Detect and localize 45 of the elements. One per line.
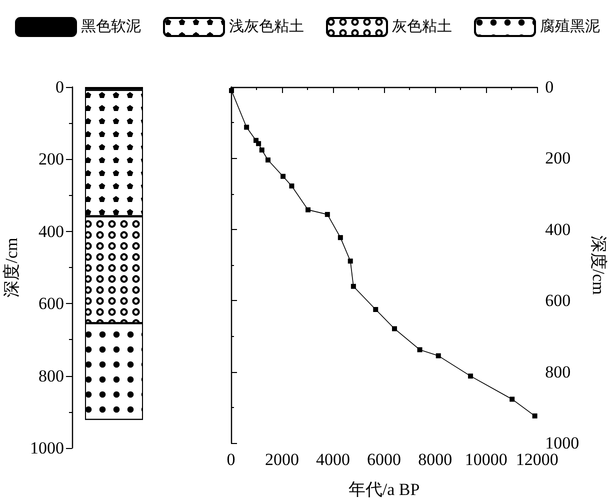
y-tick-label: 800 [38,366,64,386]
x-tick-label: 10000 [464,450,508,469]
y-tick-label: 1000 [545,434,580,452]
point [373,307,378,312]
legend-label: 腐殖黑泥 [540,18,600,35]
y-tick-label: 0 [545,78,554,96]
y-tick-label: 400 [38,222,64,241]
point [348,258,353,264]
point [256,141,262,146]
legend-label: 黑色软泥 [81,18,141,35]
x-tick-label: 0 [226,450,236,469]
legend-label: 灰色粘土 [392,18,452,35]
point [289,183,294,188]
y-axis-title: 深度/cm [2,238,21,298]
point [259,148,264,153]
point [265,157,270,162]
legend-label: 浅灰色粘土 [229,18,304,35]
x-tick-label: 12000 [516,450,558,469]
y-axis-title: 深度/cm [589,235,608,295]
point [244,124,250,130]
point [392,326,398,332]
y-tick-label: 600 [38,294,64,314]
x-axis-title: 年代/a BP [348,480,420,499]
point [468,374,474,379]
point [417,347,422,352]
point [436,353,441,358]
point [350,284,356,289]
y-tick-label: 200 [38,150,64,169]
x-tick-label: 2000 [265,450,300,469]
y-tick-label: 0 [56,78,64,96]
point [324,212,330,217]
y-tick-label: 800 [545,362,571,382]
x-tick-label: 6000 [367,450,402,469]
point [338,235,343,240]
y-tick-label: 1000 [30,438,64,458]
x-tick-label: 4000 [316,450,350,469]
y-tick-label: 600 [545,291,571,310]
y-tick-label: 400 [545,220,571,239]
point [532,413,538,418]
point [229,88,234,94]
point [510,396,515,402]
point [306,207,311,212]
point [280,174,286,179]
x-tick-label: 8000 [418,450,452,469]
y-tick-label: 200 [545,148,571,168]
